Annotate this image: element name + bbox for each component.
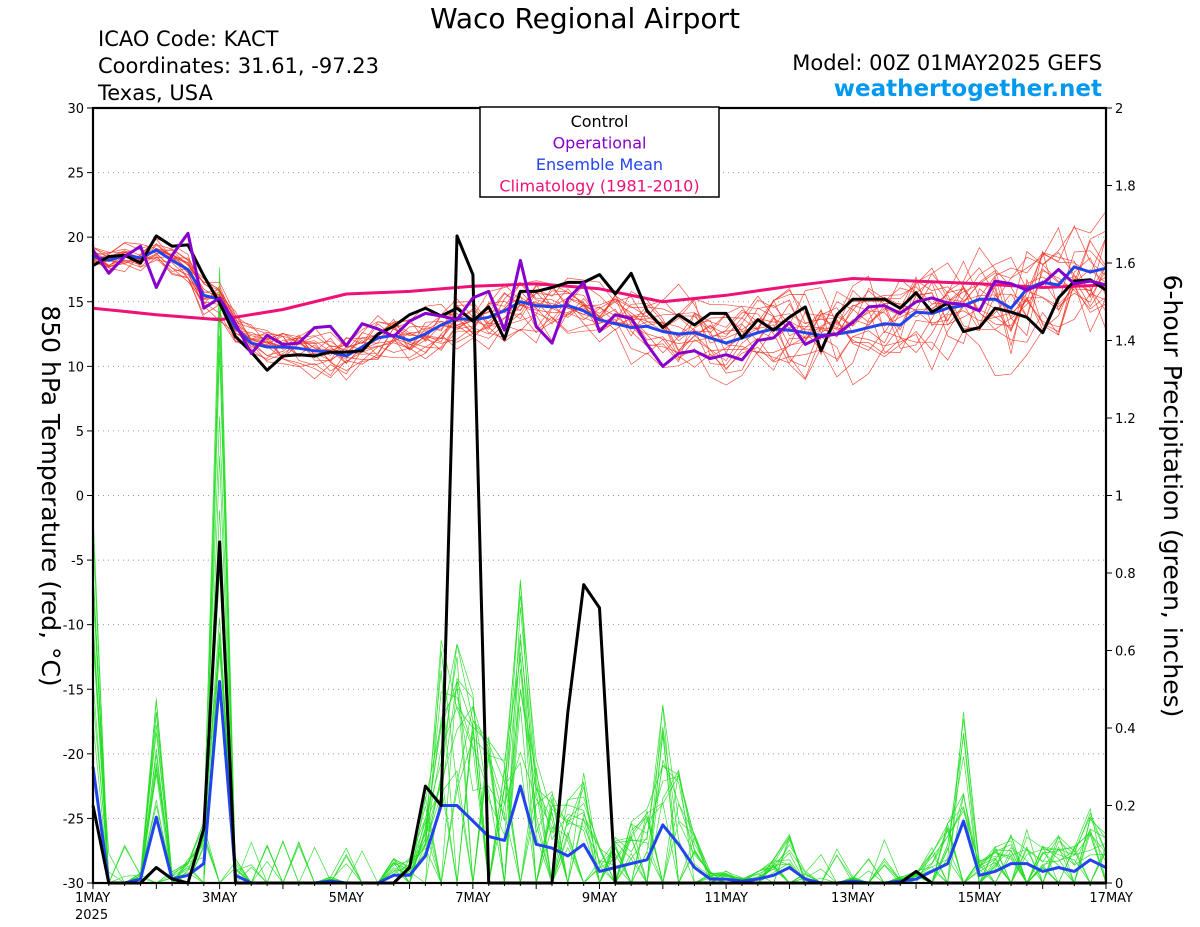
y-axis-label-right: 6-hour Precipitation (green, inches)	[1158, 275, 1187, 718]
x-tick-label: 3MAY	[202, 891, 237, 906]
axes: 302520151050-5-10-15-20-25-3021.81.61.41…	[63, 102, 1136, 923]
y-tick-label-left: 15	[67, 296, 84, 311]
legend-box	[479, 106, 720, 198]
y-tick-label-right: 1	[1115, 490, 1123, 505]
legend-entry: Control	[571, 112, 629, 131]
series-control	[92, 234, 1107, 372]
y-tick-label-right: 1.2	[1115, 412, 1136, 427]
legend-entry: Operational	[553, 134, 647, 153]
precip-member-line	[92, 351, 1106, 884]
series-climatology-1981-2010	[92, 277, 1107, 322]
y-tick-label-right: 1.8	[1115, 180, 1136, 195]
legend-entry: Ensemble Mean	[536, 155, 663, 174]
temp-member-line	[92, 236, 1107, 360]
y-tick-label-left: 5	[76, 425, 84, 440]
chart-title: Waco Regional Airport	[429, 2, 740, 35]
y-tick-label-left: 10	[67, 360, 84, 375]
x-tick-label: 17MAY	[1089, 891, 1133, 906]
x-tick-year-label: 2025	[75, 908, 108, 923]
y-tick-label-right: 2	[1115, 102, 1123, 117]
site-link[interactable]: weathertogether.net	[833, 76, 1102, 102]
temp-member-line	[92, 238, 1107, 377]
y-tick-label-left: 0	[76, 490, 84, 505]
y-tick-label-right: 1.4	[1115, 335, 1136, 350]
y-tick-label-left: -15	[63, 683, 84, 698]
series-operational	[91, 231, 1107, 368]
y-tick-label-left: 30	[67, 102, 84, 117]
series-ensemble-mean	[92, 248, 1107, 358]
model-run-label: Model: 00Z 01MAY2025 GEFS	[792, 51, 1102, 75]
coordinates: Coordinates: 31.61, -97.23	[98, 54, 379, 78]
y-tick-label-right: 0.4	[1115, 722, 1136, 737]
x-tick-label: 13MAY	[831, 891, 875, 906]
icao-code: ICAO Code: KACT	[98, 27, 279, 51]
precip-member-line	[92, 628, 1107, 885]
y-tick-label-right: 0.8	[1115, 567, 1136, 582]
x-tick-label: 7MAY	[455, 891, 490, 906]
temp-member-line	[92, 248, 1107, 361]
y-tick-label-left: -30	[63, 877, 84, 892]
x-tick-label: 1MAY	[75, 891, 110, 906]
legend: Control Operational Ensemble Mean Climatolo…	[479, 106, 720, 198]
y-tick-label-right: 1.6	[1115, 257, 1136, 272]
y-tick-label-left: -20	[63, 748, 84, 763]
x-tick-label: 11MAY	[704, 891, 748, 906]
precip-member-line	[93, 689, 1106, 884]
y-tick-label-right: 0.2	[1115, 800, 1136, 815]
temp-member-line	[92, 251, 1107, 381]
y-tick-label-left: 25	[67, 167, 84, 182]
y-tick-label-left: 20	[67, 231, 84, 246]
temp-member-line	[92, 250, 1107, 348]
temp-member-line	[92, 237, 1107, 380]
y-tick-label-right: 0	[1115, 877, 1123, 892]
y-axis-label-left: 850 hPa Temperature (red, °C)	[36, 305, 65, 686]
y-tick-label-right: 0.6	[1115, 645, 1136, 660]
y-tick-label-left: -10	[63, 619, 84, 634]
x-tick-label: 9MAY	[582, 891, 617, 906]
y-tick-label-left: -5	[71, 554, 84, 569]
y-tick-label-left: -25	[63, 812, 84, 827]
x-tick-label: 15MAY	[958, 891, 1002, 906]
x-tick-label: 5MAY	[329, 891, 364, 906]
legend-entry: Climatology (1981-2010)	[499, 177, 699, 196]
region-label: Texas, USA	[98, 81, 213, 105]
plot-area	[93, 108, 1106, 883]
